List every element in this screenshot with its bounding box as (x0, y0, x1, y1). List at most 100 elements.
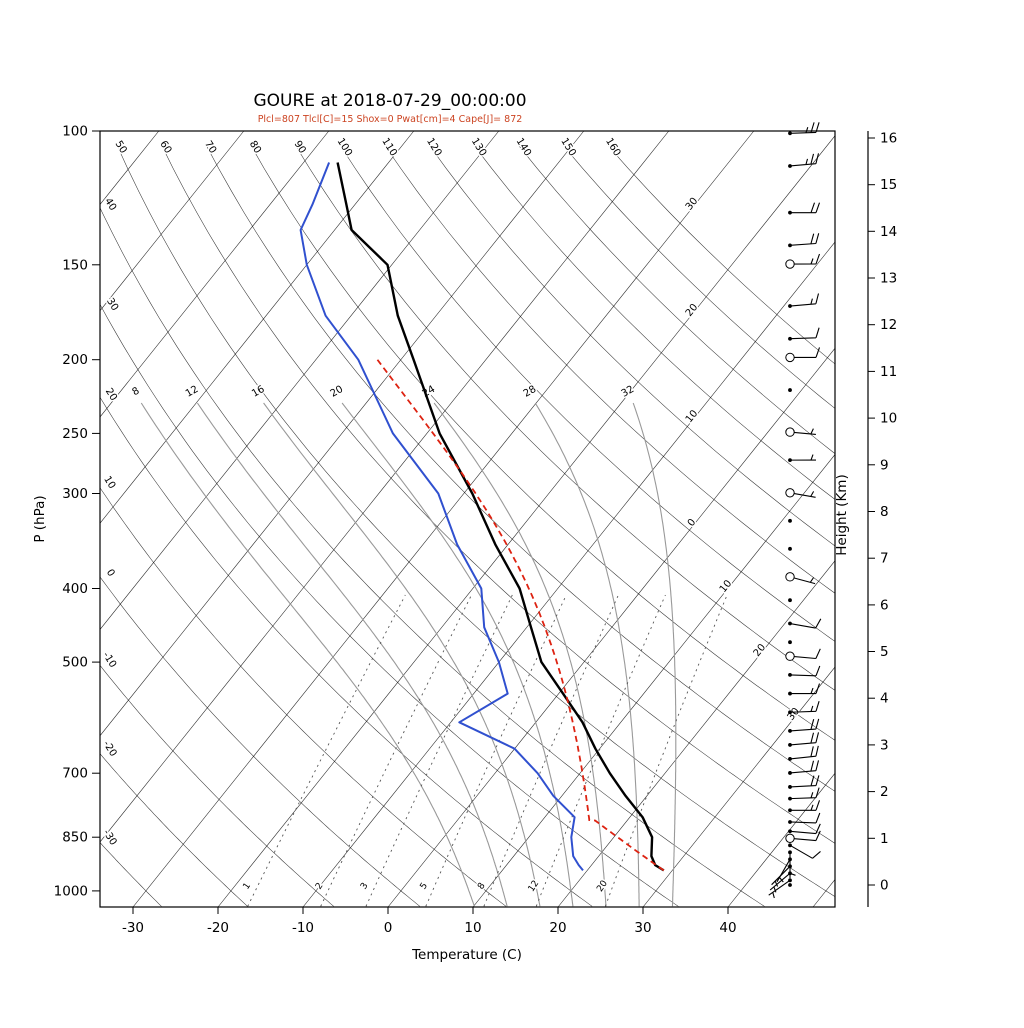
dry-adiabat-line (428, 144, 1024, 906)
temperature-tick-label: 20 (549, 920, 566, 936)
wind-level-dot (788, 857, 792, 861)
pressure-tick-label: 500 (62, 655, 88, 671)
mixing-ratio-line (536, 595, 665, 906)
isotherm-edge-label: 10 (684, 408, 701, 425)
isotherm-edge-label: 30 (684, 196, 701, 213)
dry-adiabat-top-label: 70 (202, 139, 218, 156)
axes: 1001502002503004005007008501000-30-20-10… (54, 124, 898, 937)
dry-adiabat-left-label: 0 (104, 567, 117, 578)
temperature-tick-label: 0 (384, 920, 393, 936)
dry-adiabat-top-label: 140 (514, 136, 533, 158)
height-axis-title: Height (Km) (834, 474, 850, 555)
height-tick-label: 4 (880, 691, 889, 707)
dry-adiabat-line (72, 144, 765, 906)
temperature-tick-label: -30 (122, 920, 144, 936)
dry-adiabat-line (0, 144, 334, 906)
mixing-ratio-label: 1 (242, 881, 253, 891)
isotherm-edge-label: 0 (686, 517, 699, 529)
isotherm-edge-label: 10 (718, 578, 735, 595)
wind-level-dot (788, 829, 792, 833)
dry-adiabat-line (562, 144, 1024, 906)
wind-barb (790, 732, 819, 745)
mixing-ratio-label: 8 (476, 881, 488, 892)
dry-adiabat-top-label: 160 (603, 136, 622, 158)
wind-barb (790, 746, 818, 759)
wind-level-dot (788, 808, 792, 812)
height-tick-label: 0 (880, 878, 889, 894)
wind-barb (790, 845, 821, 858)
height-tick-label: 1 (880, 831, 889, 847)
dry-adiabat-top-label: 120 (424, 136, 443, 158)
chart-subtitle: Plcl=807 Tlcl[C]=15 Shox=0 Pwat[cm]=4 Ca… (258, 114, 523, 125)
moist-adiabat-label: 32 (620, 384, 637, 400)
pressure-tick-label: 200 (62, 352, 88, 368)
isotherm-line (133, 131, 754, 907)
wind-barb (790, 788, 819, 799)
isotherm-line (0, 131, 329, 907)
wind-station-circle (786, 573, 794, 581)
dry-adiabat-line (206, 144, 1023, 906)
moist-adiabat-label: 8 (131, 385, 142, 398)
height-tick-label: 13 (880, 271, 897, 287)
height-tick-label: 3 (880, 737, 889, 753)
pressure-tick-label: 700 (62, 766, 88, 782)
wind-level-dot (788, 164, 792, 168)
wind-barb (790, 153, 819, 166)
dry-adiabat-line (473, 144, 1024, 906)
wind-level-dot (788, 878, 792, 882)
pressure-tick-label: 850 (62, 830, 88, 846)
height-tick-label: 15 (880, 177, 897, 193)
mixing-ratio-label: 5 (419, 881, 430, 891)
isotherm-line (388, 131, 1009, 907)
wind-level-dot (788, 692, 792, 696)
moist-adiabat-label: 20 (329, 384, 346, 400)
wind-barb (790, 666, 820, 676)
chart-title: GOURE at 2018-07-29_00:00:00 (253, 91, 526, 111)
dry-adiabat-left-label: 30 (104, 296, 120, 313)
wind-barb (790, 775, 819, 787)
height-tick-label: 10 (880, 411, 897, 427)
wind-barb-column (769, 122, 821, 898)
wind-level-dot (788, 458, 792, 462)
dry-adiabat-top-label: 110 (379, 136, 398, 158)
wind-level-dot (788, 820, 792, 824)
dry-adiabat-line (295, 144, 1024, 906)
wind-barb (790, 233, 819, 245)
temperature-tick-label: 40 (719, 920, 736, 936)
wind-level-dot (788, 710, 792, 714)
dry-adiabat-top-label: 100 (335, 136, 354, 158)
height-tick-label: 16 (880, 130, 897, 146)
moist-adiabat-label: 12 (184, 384, 201, 400)
isotherm-edge-label: 20 (752, 642, 769, 659)
isotherm-line (0, 131, 584, 907)
wind-level-dot (788, 640, 792, 644)
dry-adiabat-top-label: 130 (469, 136, 488, 158)
dry-adiabat-top-label: 50 (113, 139, 129, 156)
wind-barb (772, 866, 790, 886)
dewpoint-trace (301, 163, 583, 871)
wind-level-dot (788, 785, 792, 789)
wind-station-circle (786, 260, 794, 268)
height-tick-label: 11 (880, 364, 897, 380)
dry-adiabat-top-label: 80 (247, 139, 263, 156)
isotherm-line (473, 131, 1024, 907)
temperature-tick-label: 30 (634, 920, 651, 936)
height-tick-label: 14 (880, 224, 897, 240)
temperature-tick-label: 10 (464, 920, 481, 936)
height-tick-label: 6 (880, 597, 889, 613)
pressure-tick-label: 300 (62, 486, 88, 502)
height-tick-label: 9 (880, 457, 889, 473)
dry-adiabat-line (0, 144, 592, 906)
moist-adiabat-line (434, 403, 606, 906)
temperature-tick-label: -10 (292, 920, 314, 936)
pressure-tick-label: 100 (62, 124, 88, 140)
wind-level-dot (788, 673, 792, 677)
wind-barb (790, 122, 819, 133)
mixing-ratio-label: 12 (527, 879, 542, 894)
dry-adiabat-left-label: -20 (101, 739, 119, 759)
dry-adiabat-left-label: -10 (100, 650, 118, 670)
isotherm-edge-label: 30 (786, 706, 803, 723)
wind-level-dot (788, 622, 792, 626)
isotherm-line (558, 131, 1024, 907)
